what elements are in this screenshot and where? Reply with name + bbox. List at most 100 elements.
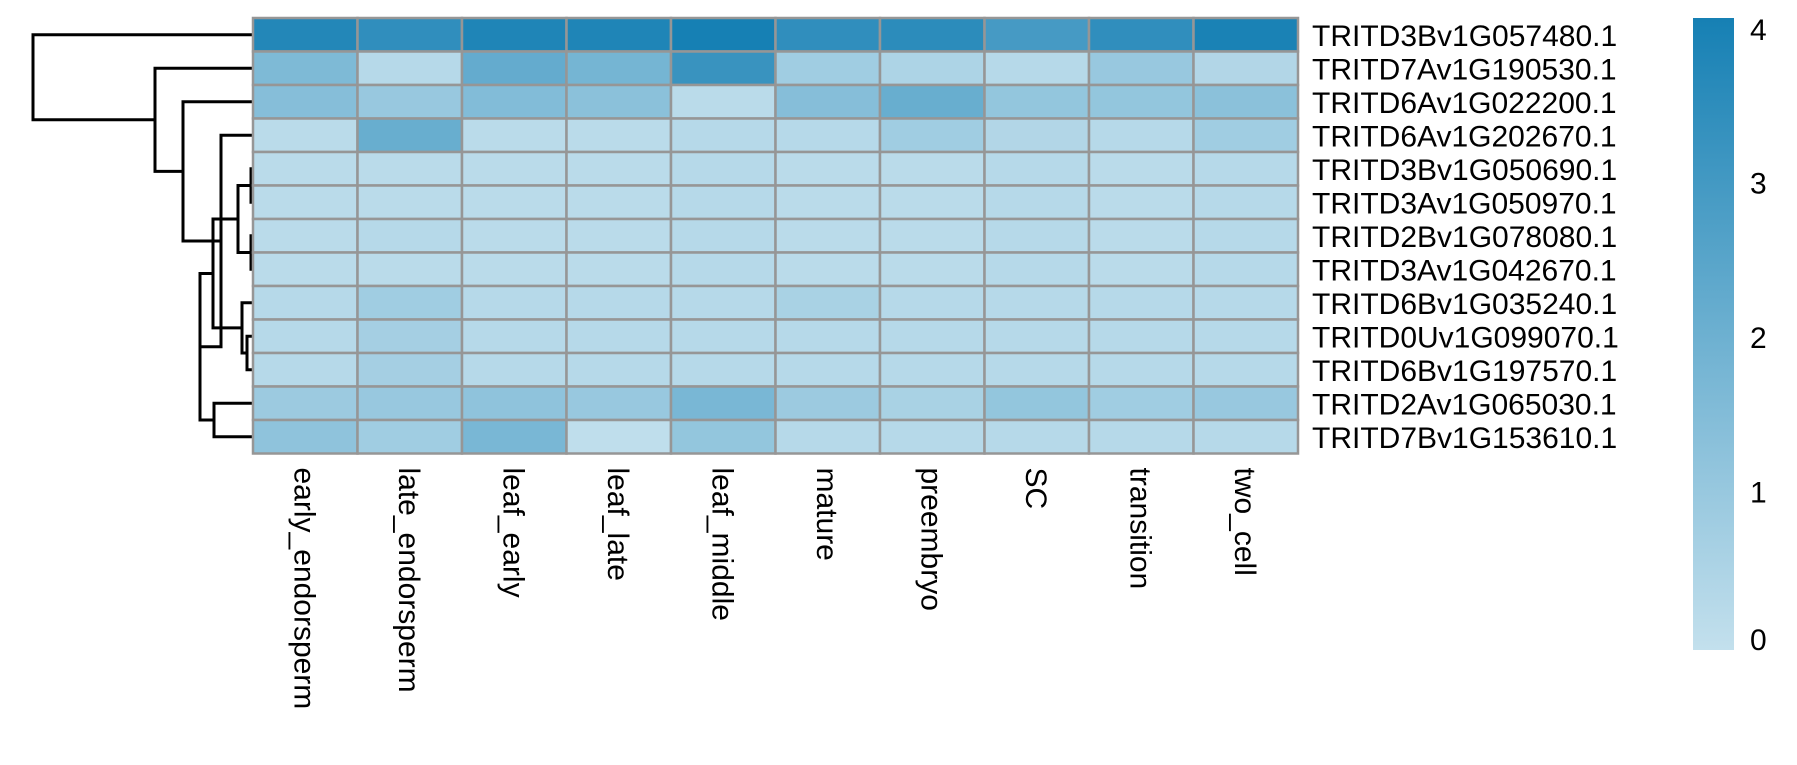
legend-tick-labels: 4 3 2 1 0 xyxy=(1750,14,1767,657)
heatmap-cell xyxy=(878,50,986,87)
heatmap-cell xyxy=(1192,83,1300,120)
heatmap-cell xyxy=(1192,16,1300,53)
dendrogram-branch xyxy=(212,401,253,439)
row-dendrogram xyxy=(31,33,253,439)
heatmap-cell xyxy=(774,318,882,355)
heatmap-cells xyxy=(251,16,1300,455)
heatmap-cell xyxy=(878,418,986,455)
heatmap-cell xyxy=(774,351,882,388)
heatmap-cell xyxy=(1192,184,1300,221)
column-label: leaf_middle xyxy=(705,468,738,621)
heatmap-cell xyxy=(1087,418,1195,455)
heatmap-cell xyxy=(356,318,464,355)
heatmap-cell xyxy=(669,117,777,154)
heatmap-cell xyxy=(983,117,1091,154)
heatmap-cell xyxy=(1192,150,1300,187)
heatmap-cell xyxy=(1087,150,1195,187)
heatmap-cell xyxy=(251,284,359,321)
heatmap-cell xyxy=(1087,251,1195,288)
heatmap-cell xyxy=(565,284,673,321)
heatmap-cell xyxy=(1087,217,1195,254)
heatmap-cell xyxy=(774,150,882,187)
column-labels: early_endorsperm late_endorsperm leaf_earl… xyxy=(287,468,1261,710)
heatmap-cell xyxy=(669,318,777,355)
column-label: leaf_late xyxy=(601,468,634,581)
row-label: TRITD7Av1G190530.1 xyxy=(1312,53,1617,86)
heatmap-cell xyxy=(356,16,464,53)
row-label: TRITD3Av1G042670.1 xyxy=(1312,254,1617,287)
heatmap-cell xyxy=(1192,418,1300,455)
heatmap-cell xyxy=(251,83,359,120)
heatmap-cell xyxy=(565,184,673,221)
heatmap-cell xyxy=(356,418,464,455)
heatmap-cell xyxy=(1087,117,1195,154)
heatmap-cell xyxy=(774,117,882,154)
heatmap-cell xyxy=(983,83,1091,120)
column-label: two_cell xyxy=(1228,468,1261,576)
heatmap-cell xyxy=(983,284,1091,321)
heatmap-cell xyxy=(774,217,882,254)
heatmap-cell xyxy=(774,83,882,120)
heatmap-cell xyxy=(460,117,568,154)
heatmap-cell xyxy=(356,351,464,388)
heatmap-cell xyxy=(878,217,986,254)
legend-tick-label: 2 xyxy=(1750,322,1767,355)
row-label: TRITD7Bv1G153610.1 xyxy=(1312,422,1617,455)
heatmap-cell xyxy=(251,184,359,221)
heatmap-cell xyxy=(460,150,568,187)
column-label: preembryo xyxy=(914,468,947,611)
heatmap-cell xyxy=(356,184,464,221)
heatmap-cell xyxy=(774,16,882,53)
heatmap-cell xyxy=(774,251,882,288)
heatmap-cell xyxy=(460,217,568,254)
heatmap-cell xyxy=(460,251,568,288)
heatmap-cell xyxy=(460,385,568,422)
heatmap-cell xyxy=(356,385,464,422)
heatmap-cell xyxy=(669,217,777,254)
heatmap-cell xyxy=(460,284,568,321)
heatmap-cell xyxy=(983,318,1091,355)
heatmap-cell xyxy=(774,184,882,221)
heatmap-cell xyxy=(878,184,986,221)
column-label: transition xyxy=(1123,468,1156,590)
column-label: mature xyxy=(810,468,843,561)
heatmap-cell xyxy=(251,217,359,254)
heatmap-cell xyxy=(1192,50,1300,87)
heatmap-cell xyxy=(878,251,986,288)
heatmap-cell xyxy=(565,16,673,53)
column-label: leaf_early xyxy=(496,468,529,598)
heatmap-cell xyxy=(460,418,568,455)
heatmap-cell xyxy=(356,150,464,187)
heatmap-cell xyxy=(1087,184,1195,221)
heatmap-cell xyxy=(251,150,359,187)
heatmap-cell xyxy=(356,217,464,254)
heatmap-cell xyxy=(251,351,359,388)
heatmap-cell xyxy=(565,50,673,87)
column-label: early_endorsperm xyxy=(287,468,320,710)
heatmap-cell xyxy=(1087,318,1195,355)
heatmap-cell xyxy=(983,251,1091,288)
heatmap-cell xyxy=(774,284,882,321)
row-labels: TRITD3Bv1G057480.1TRITD7Av1G190530.1TRIT… xyxy=(1312,20,1619,455)
heatmap-cell xyxy=(1192,385,1300,422)
heatmap-cell xyxy=(669,251,777,288)
heatmap-cell xyxy=(251,318,359,355)
heatmap-cell xyxy=(1087,385,1195,422)
heatmap-cell xyxy=(878,150,986,187)
column-label: late_endorsperm xyxy=(392,468,425,693)
heatmap-cell xyxy=(669,184,777,221)
heatmap-cell xyxy=(669,385,777,422)
heatmap-cell xyxy=(1192,351,1300,388)
heatmap-cell xyxy=(1087,351,1195,388)
heatmap-cell xyxy=(774,50,882,87)
heatmap-cell xyxy=(878,83,986,120)
heatmap-cell xyxy=(460,318,568,355)
heatmap-cell xyxy=(669,83,777,120)
heatmap-cell xyxy=(251,16,359,53)
heatmap-cell xyxy=(878,318,986,355)
heatmap-cell xyxy=(565,418,673,455)
heatmap-cell xyxy=(983,217,1091,254)
heatmap-cell xyxy=(565,217,673,254)
heatmap-cell xyxy=(565,318,673,355)
